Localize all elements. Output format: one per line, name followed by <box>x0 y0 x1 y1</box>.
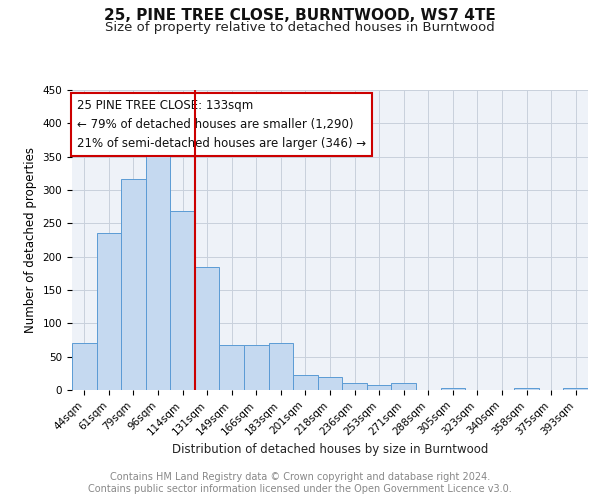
Text: Size of property relative to detached houses in Burntwood: Size of property relative to detached ho… <box>105 21 495 34</box>
Bar <box>440 388 465 390</box>
Bar <box>269 344 293 390</box>
Bar <box>72 344 97 390</box>
Y-axis label: Number of detached properties: Number of detached properties <box>24 147 37 333</box>
Bar <box>342 384 367 390</box>
Bar <box>121 180 146 390</box>
Bar <box>195 268 220 390</box>
Bar <box>170 212 195 390</box>
Bar <box>146 144 170 390</box>
Text: 25 PINE TREE CLOSE: 133sqm
← 79% of detached houses are smaller (1,290)
21% of s: 25 PINE TREE CLOSE: 133sqm ← 79% of deta… <box>77 99 366 150</box>
Bar <box>367 386 391 390</box>
Bar <box>293 376 318 390</box>
Bar <box>220 344 244 390</box>
Text: Contains HM Land Registry data © Crown copyright and database right 2024.: Contains HM Land Registry data © Crown c… <box>110 472 490 482</box>
Bar <box>318 376 342 390</box>
Text: Contains public sector information licensed under the Open Government Licence v3: Contains public sector information licen… <box>88 484 512 494</box>
Bar <box>244 344 269 390</box>
Bar <box>391 384 416 390</box>
Bar <box>514 388 539 390</box>
Bar <box>97 232 121 390</box>
Text: Distribution of detached houses by size in Burntwood: Distribution of detached houses by size … <box>172 442 488 456</box>
Bar <box>563 388 588 390</box>
Text: 25, PINE TREE CLOSE, BURNTWOOD, WS7 4TE: 25, PINE TREE CLOSE, BURNTWOOD, WS7 4TE <box>104 8 496 22</box>
